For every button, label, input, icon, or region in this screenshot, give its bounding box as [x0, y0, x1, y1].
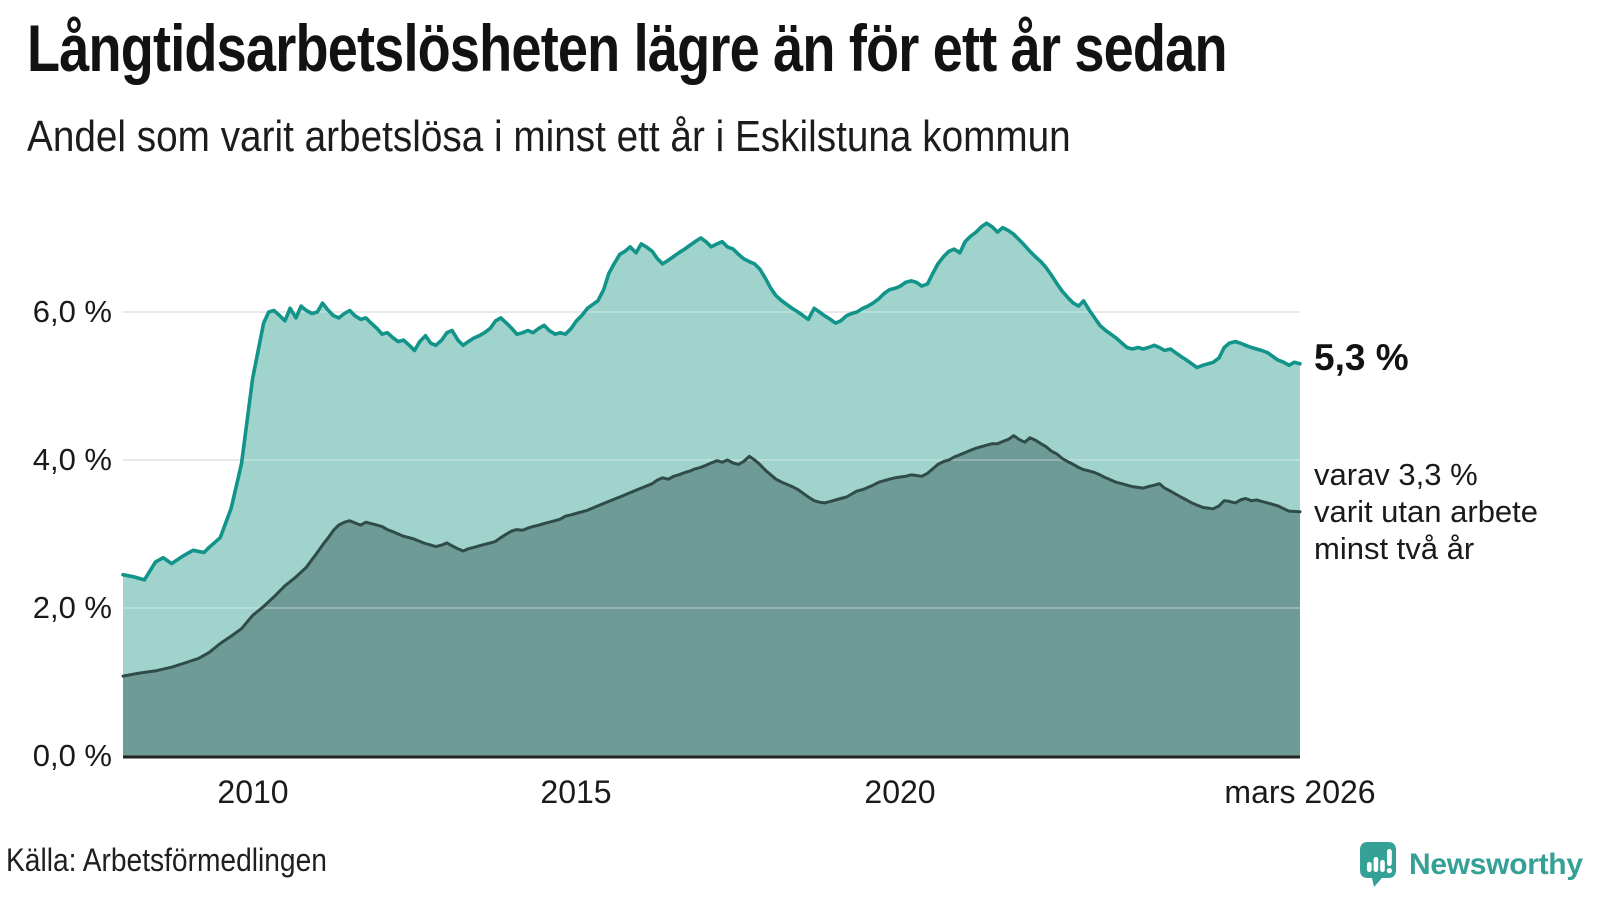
latest-value-label: 5,3 % — [1314, 337, 1409, 378]
page-title: Långtidsarbetslösheten lägre än för ett … — [27, 11, 1228, 85]
logo-exclamation-dot — [1386, 868, 1392, 874]
x-tick-label: 2010 — [217, 774, 289, 810]
x-tick-label: mars 2026 — [1224, 774, 1376, 810]
x-tick-label: 2020 — [864, 774, 936, 810]
series-line — [121, 434, 1302, 678]
secondary-annotation-line: minst två år — [1314, 531, 1475, 566]
secondary-annotation-line: varav 3,3 % — [1314, 457, 1478, 492]
logo-bar-2 — [1373, 857, 1379, 872]
series-line — [121, 221, 1302, 582]
logo-bar-1 — [1367, 862, 1372, 872]
x-tick-label: 2015 — [540, 774, 612, 810]
y-tick-label: 6,0 % — [32, 294, 112, 329]
logo-bar-3 — [1380, 860, 1385, 872]
newsworthy-logo-text: Newsworthy — [1409, 847, 1583, 881]
y-tick-label: 0,0 % — [32, 738, 112, 773]
page-subtitle: Andel som varit arbetslösa i minst ett å… — [27, 112, 1071, 161]
source-note: Källa: Arbetsförmedlingen — [6, 842, 327, 878]
secondary-annotation-line: varit utan arbete — [1314, 494, 1539, 529]
area-fill — [123, 435, 1300, 756]
newsworthy-logo: Newsworthy — [1360, 842, 1583, 887]
newsworthy-logo-icon — [1360, 842, 1396, 887]
y-tick-label: 4,0 % — [32, 442, 112, 477]
y-tick-label: 2,0 % — [32, 590, 112, 625]
secondary-value-annotation: varav 3,3 % varit utan arbete minst två år — [1314, 456, 1538, 567]
logo-exclamation-bar — [1387, 849, 1392, 866]
